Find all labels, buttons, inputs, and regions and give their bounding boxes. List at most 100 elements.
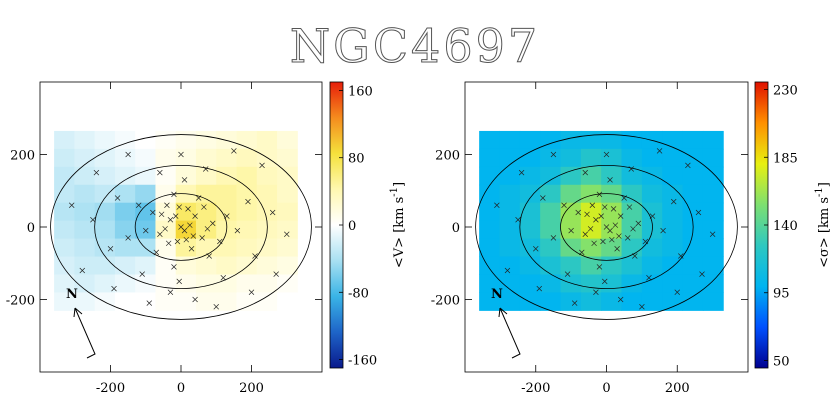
map-cell xyxy=(236,148,258,168)
map-cell xyxy=(277,130,298,150)
map-cell xyxy=(702,292,724,311)
map-cell xyxy=(175,166,197,186)
map-cell xyxy=(256,238,278,258)
map-cell xyxy=(540,148,562,168)
data-point xyxy=(695,209,702,216)
map-cell xyxy=(662,166,684,186)
map-cell xyxy=(277,202,298,222)
data-point xyxy=(630,226,636,232)
map-cell xyxy=(54,184,75,204)
colorbar-label-text: <V> [km s xyxy=(392,197,407,268)
map-cell xyxy=(641,166,663,186)
data-point xyxy=(167,217,174,223)
map-cell xyxy=(621,274,643,293)
data-point xyxy=(685,162,691,169)
map-cell xyxy=(580,292,602,311)
colorbar-tick-label: 140 xyxy=(773,219,798,234)
map-cell xyxy=(54,148,75,168)
map-cell xyxy=(621,130,643,150)
data-point xyxy=(172,213,179,219)
colorbar-label: <σ> [km s-1] xyxy=(814,182,830,268)
isophote-ellipse xyxy=(475,134,738,320)
map-cell xyxy=(499,220,521,240)
data-point xyxy=(600,238,606,245)
map-cell xyxy=(662,238,684,258)
data-point xyxy=(670,198,677,205)
x-tick-label: 0 xyxy=(602,381,610,396)
data-point xyxy=(533,246,539,252)
data-point xyxy=(204,226,211,232)
map-cell xyxy=(236,220,258,240)
data-point xyxy=(176,204,182,210)
map-cell xyxy=(114,202,136,222)
map-cell xyxy=(682,166,704,186)
map-cell xyxy=(662,220,684,240)
map-cell xyxy=(195,166,217,186)
data-point xyxy=(248,289,255,295)
map-cell xyxy=(519,148,541,168)
map-cell xyxy=(702,274,724,293)
data-point xyxy=(616,233,622,239)
data-point xyxy=(185,206,191,212)
map-cell xyxy=(580,130,602,150)
data-point xyxy=(143,227,149,234)
map-cell xyxy=(641,184,663,204)
map-cell xyxy=(499,292,521,311)
data-point xyxy=(624,235,631,241)
map-cell xyxy=(702,148,724,168)
map-cell xyxy=(540,256,562,275)
map-cell xyxy=(74,292,96,311)
data-point xyxy=(504,267,511,274)
map-cell xyxy=(114,256,136,275)
map-cell xyxy=(601,166,623,186)
map-cell xyxy=(236,274,258,293)
map-cell xyxy=(479,220,500,240)
x-tick-label: 200 xyxy=(239,381,264,396)
colorbar-label-sup: -1 xyxy=(389,187,400,197)
map-cell xyxy=(621,238,643,258)
map-cell xyxy=(641,274,663,293)
data-point xyxy=(587,226,594,232)
map-cell xyxy=(155,130,177,150)
y-tick-label: 200 xyxy=(435,149,460,164)
map-cell xyxy=(54,292,75,311)
map-cell xyxy=(560,256,582,275)
data-point xyxy=(536,285,543,292)
map-cell xyxy=(175,238,197,258)
map-cell xyxy=(74,148,96,168)
map-cell xyxy=(195,274,217,293)
map-cell xyxy=(94,184,116,204)
map-cell xyxy=(155,202,177,222)
data-point xyxy=(561,202,567,208)
data-point xyxy=(252,253,258,259)
data-point xyxy=(269,209,276,216)
map-cell xyxy=(580,202,602,222)
map-cell xyxy=(256,166,278,186)
map-cell xyxy=(216,148,238,168)
data-point xyxy=(90,217,96,223)
data-point xyxy=(614,246,620,252)
map-cell xyxy=(499,148,521,168)
data-point xyxy=(273,271,279,277)
map-cell xyxy=(702,220,724,240)
map-cell xyxy=(702,184,724,204)
map-cell xyxy=(540,220,562,240)
data-point xyxy=(596,264,603,270)
x-tick-label: 200 xyxy=(665,381,690,396)
map-cell xyxy=(277,220,298,240)
map-cell xyxy=(682,292,704,311)
map-cell xyxy=(236,166,258,186)
data-point xyxy=(181,177,188,183)
colorbar-label: <V> [km s-1] xyxy=(389,182,407,268)
map-cell xyxy=(135,166,156,186)
map-cell xyxy=(135,292,156,311)
map-cell xyxy=(155,238,177,258)
map-cell xyxy=(114,292,136,311)
map-cell xyxy=(54,130,75,150)
data-point xyxy=(660,227,666,234)
map-cell xyxy=(702,256,724,275)
map-cell xyxy=(256,130,278,150)
map-cell xyxy=(479,256,500,275)
map-cell xyxy=(195,184,217,204)
map-cell xyxy=(479,148,500,168)
